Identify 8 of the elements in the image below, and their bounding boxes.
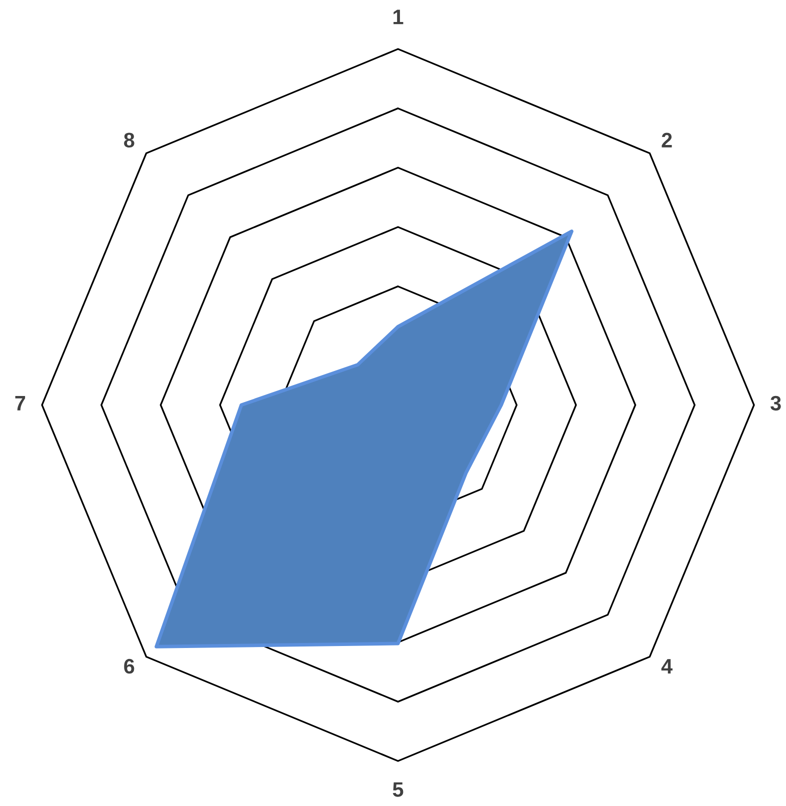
spoke-label: 3 (770, 396, 781, 411)
spoke-label: 1 (394, 10, 404, 24)
spoke-label: 2 (662, 132, 672, 148)
spoke-label: 7 (15, 396, 26, 410)
spoke-label: 5 (392, 782, 404, 797)
spoke-label: 6 (124, 658, 134, 674)
spoke-label: 4 (661, 659, 673, 674)
spoke-label: 8 (124, 132, 134, 148)
